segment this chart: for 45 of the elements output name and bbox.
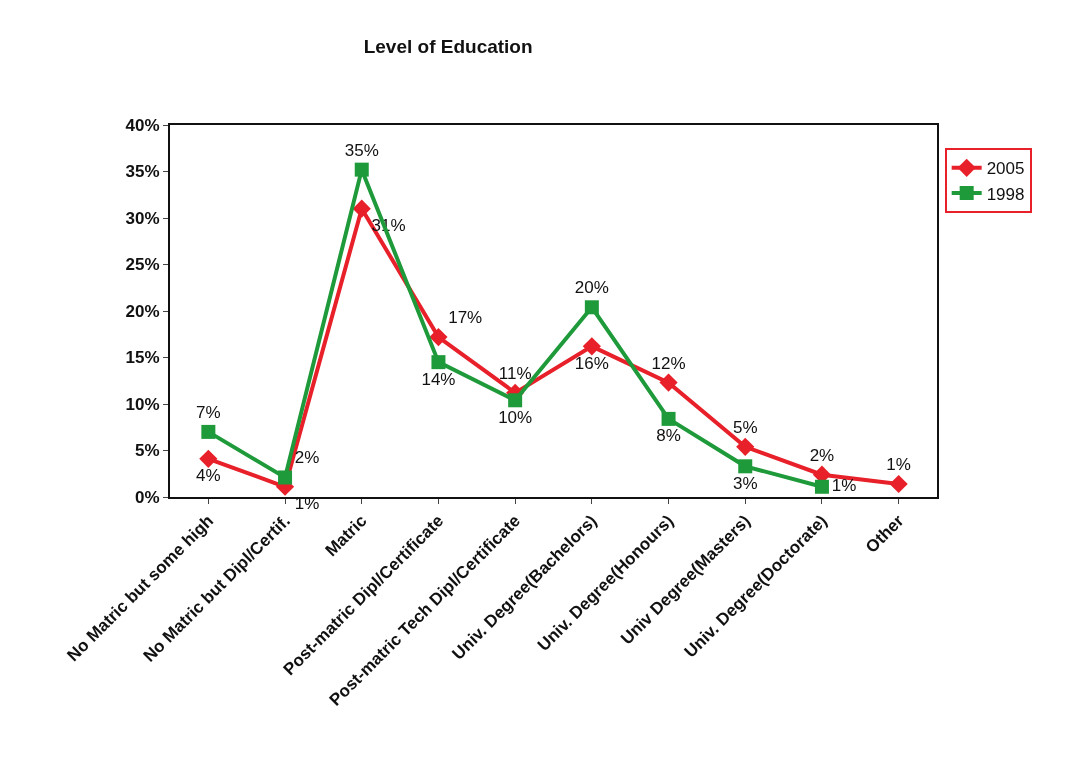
point	[429, 327, 448, 347]
point	[889, 474, 908, 494]
point	[508, 393, 523, 408]
data-label: 17%	[448, 308, 483, 328]
y-tick-label: 5%	[135, 441, 160, 461]
legend-label: 1998	[986, 184, 1025, 204]
data-label: 16%	[574, 353, 609, 373]
point	[431, 355, 446, 370]
data-label: 35%	[344, 140, 379, 160]
point	[278, 470, 293, 485]
point	[201, 424, 216, 439]
y-tick-label: 30%	[125, 208, 160, 228]
chart-title: Level of Education	[363, 36, 533, 58]
data-label: 7%	[196, 402, 221, 422]
point	[659, 373, 678, 392]
data-label: 1%	[886, 454, 911, 474]
point	[814, 479, 829, 494]
data-label: 5%	[732, 417, 758, 437]
y-tick-label: 20%	[125, 301, 160, 321]
y-tick-label: 0%	[135, 487, 160, 507]
point	[199, 449, 218, 468]
data-label: 11%	[498, 363, 532, 383]
data-label: 2%	[294, 448, 320, 468]
data-label: 1%	[831, 476, 857, 496]
point	[354, 162, 369, 177]
point	[736, 437, 755, 456]
point	[582, 337, 601, 356]
point	[738, 459, 753, 474]
data-label: 20%	[574, 278, 609, 298]
data-label: 8%	[656, 426, 681, 446]
data-label: 12%	[651, 353, 686, 373]
point	[584, 300, 599, 315]
data-label: 2%	[809, 445, 835, 465]
data-label: 4%	[196, 466, 221, 486]
legend-label: 2005	[986, 159, 1025, 179]
y-tick-label: 15%	[125, 348, 160, 368]
y-tick-label: 25%	[125, 255, 160, 275]
y-tick-label: 10%	[125, 394, 160, 414]
point	[352, 199, 371, 218]
data-label: 14%	[421, 369, 456, 389]
y-tick-label: 40%	[125, 115, 160, 135]
data-label: 10%	[498, 407, 533, 427]
point	[661, 411, 676, 426]
data-label: 3%	[732, 473, 758, 493]
y-tick-label: 35%	[125, 162, 160, 182]
